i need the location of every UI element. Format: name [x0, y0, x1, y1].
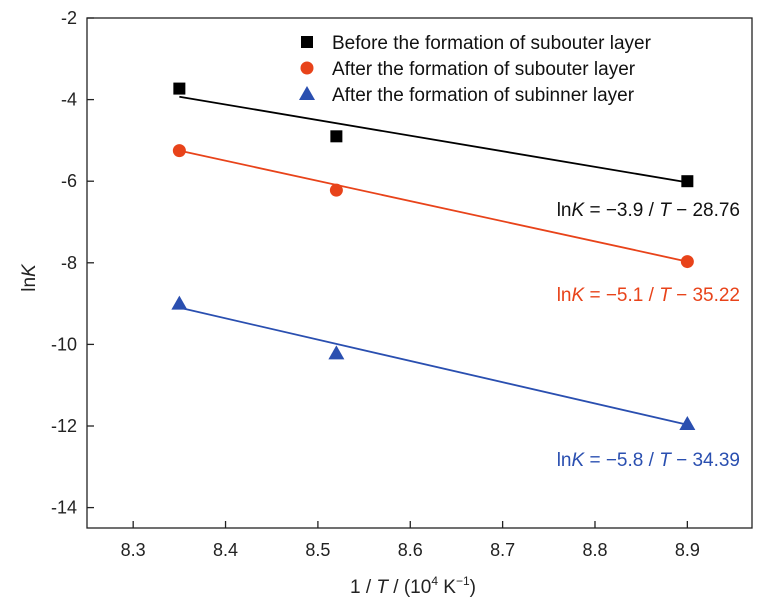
equation-labels: lnK = −3.9 / T − 28.76 lnK = −5.1 / T − 3… — [557, 200, 740, 471]
legend-label: Before the formation of subouter layer — [332, 33, 652, 54]
y-tick-label: -10 — [51, 334, 77, 354]
data-point-triangle — [328, 345, 345, 360]
legend-marker-circle — [300, 61, 314, 75]
legend-marker-square — [301, 36, 313, 48]
x-tick-label: 8.5 — [305, 540, 330, 560]
axes: 8.3 8.4 8.5 8.6 8.7 8.8 8.9 -2 -4 -6 -8 -10 -12 -14 — [51, 8, 753, 560]
x-tick-label: 8.7 — [490, 540, 515, 560]
y-tick-label: -6 — [61, 171, 77, 191]
data-points — [171, 82, 696, 430]
equation-label: lnK = −5.8 / T − 34.39 — [557, 450, 740, 471]
legend-marker-triangle — [299, 86, 315, 100]
fit-line — [179, 149, 688, 263]
data-point-circle — [172, 144, 186, 158]
y-tick-label: -2 — [61, 8, 77, 28]
y-tick-label: -4 — [61, 90, 77, 110]
x-tick-label: 8.6 — [398, 540, 423, 560]
equation-label: lnK = −5.1 / T − 35.22 — [557, 285, 740, 306]
x-tick-label: 8.9 — [675, 540, 700, 560]
data-point-triangle — [171, 295, 188, 310]
x-tick-label: 8.3 — [121, 540, 146, 560]
legend: Before the formation of subouter layer Af… — [299, 33, 652, 106]
y-tick-label: -14 — [51, 498, 77, 518]
legend-label: After the formation of subinner layer — [332, 85, 635, 106]
data-point-circle — [329, 183, 343, 197]
x-tick-label: 8.8 — [582, 540, 607, 560]
fit-lines — [179, 95, 688, 426]
y-axis-title: lnK — [19, 263, 40, 292]
x-tick-label: 8.4 — [213, 540, 238, 560]
fit-line — [179, 306, 688, 426]
data-point-circle — [680, 255, 694, 269]
legend-label: After the formation of subouter layer — [332, 59, 636, 80]
data-point-triangle — [679, 415, 696, 430]
y-tick-label: -12 — [51, 416, 77, 436]
y-tick-label: -8 — [61, 253, 77, 273]
data-point-square — [330, 130, 343, 143]
fit-line — [179, 95, 688, 184]
data-point-square — [173, 82, 186, 95]
axis-titles: 1 / T / (104 K−1) lnK — [19, 263, 476, 598]
data-point-square — [681, 175, 694, 188]
plot-frame — [86, 17, 753, 529]
x-axis-title: 1 / T / (104 K−1) — [350, 574, 476, 598]
equation-label: lnK = −3.9 / T − 28.76 — [557, 200, 740, 221]
